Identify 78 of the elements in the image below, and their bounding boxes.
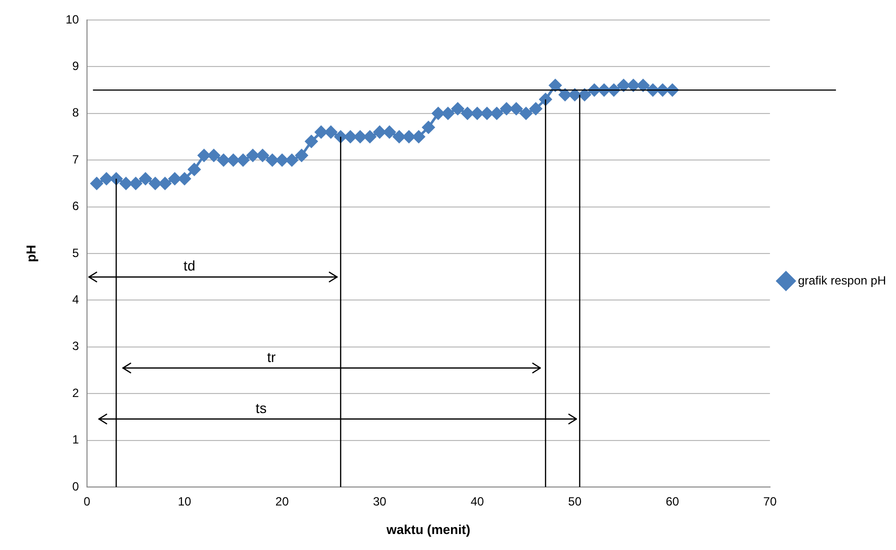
- y-tick-label: 1: [72, 432, 80, 447]
- point: [158, 177, 172, 190]
- x-tick-label: 20: [275, 494, 290, 509]
- point: [442, 107, 454, 120]
- x-tick-label: 10: [178, 494, 192, 509]
- point: [236, 154, 250, 166]
- point: [178, 172, 191, 186]
- point: [266, 154, 279, 166]
- point: [129, 177, 142, 190]
- y-tick-label: 2: [72, 386, 80, 400]
- point: [627, 79, 640, 92]
- point: [364, 130, 376, 143]
- point: [558, 88, 572, 101]
- point: [198, 149, 210, 162]
- point: [314, 126, 328, 138]
- point: [539, 93, 552, 106]
- annotation: td: [184, 258, 196, 274]
- point: [168, 172, 182, 186]
- point: [500, 102, 513, 115]
- point: [412, 130, 425, 143]
- point: [344, 130, 357, 143]
- point: [286, 154, 298, 166]
- point: [120, 177, 132, 190]
- point: [490, 107, 504, 120]
- point: [451, 102, 464, 115]
- x-tick-label: 0: [84, 494, 91, 509]
- point: [568, 88, 582, 101]
- point: [139, 172, 152, 186]
- y-tick-label: 3: [72, 339, 80, 354]
- point: [432, 107, 444, 120]
- point: [256, 149, 269, 162]
- x-tick-label: 70: [763, 494, 777, 509]
- point: [530, 102, 542, 115]
- point: [188, 163, 201, 176]
- y-axis-title: pH: [23, 244, 38, 262]
- point: [578, 88, 591, 101]
- point: [90, 177, 103, 190]
- point: [422, 121, 435, 134]
- point: [149, 177, 162, 190]
- y-tick-label: 9: [72, 59, 80, 74]
- point: [227, 154, 240, 166]
- y-tick-label: 10: [66, 12, 80, 26]
- point: [295, 149, 308, 162]
- y-tick-label: 8: [72, 106, 80, 120]
- point: [461, 107, 474, 120]
- point: [636, 79, 650, 92]
- y-tick-label: 4: [72, 292, 80, 307]
- y-tick-label: 7: [72, 152, 80, 166]
- x-axis-title: waktu (menit): [386, 522, 470, 537]
- point: [402, 130, 416, 143]
- point: [354, 130, 366, 143]
- point: [324, 126, 338, 138]
- point: [549, 79, 562, 92]
- x-tick-label: 50: [568, 494, 582, 509]
- point: [470, 107, 484, 120]
- x-tick-label: 40: [470, 494, 484, 509]
- point: [208, 149, 220, 162]
- point: [334, 130, 347, 143]
- point: [373, 126, 386, 138]
- point: [480, 107, 494, 120]
- point: [510, 102, 523, 115]
- point: [383, 126, 396, 138]
- legend-label: grafik respon pH: [798, 273, 886, 288]
- annotation: tr: [267, 348, 276, 365]
- x-tick-label: 30: [372, 494, 387, 509]
- y-tick-label: 5: [72, 246, 80, 260]
- point: [617, 79, 630, 92]
- x-tick-label: 60: [666, 494, 680, 509]
- point: [392, 130, 406, 143]
- point: [246, 149, 260, 162]
- y-tick-label: 6: [72, 199, 80, 214]
- annotation: ts: [256, 400, 267, 416]
- point: [100, 172, 113, 186]
- point: [217, 154, 230, 166]
- point: [520, 107, 532, 120]
- y-tick-label: 0: [72, 479, 80, 494]
- point: [305, 135, 318, 148]
- point: [276, 154, 288, 166]
